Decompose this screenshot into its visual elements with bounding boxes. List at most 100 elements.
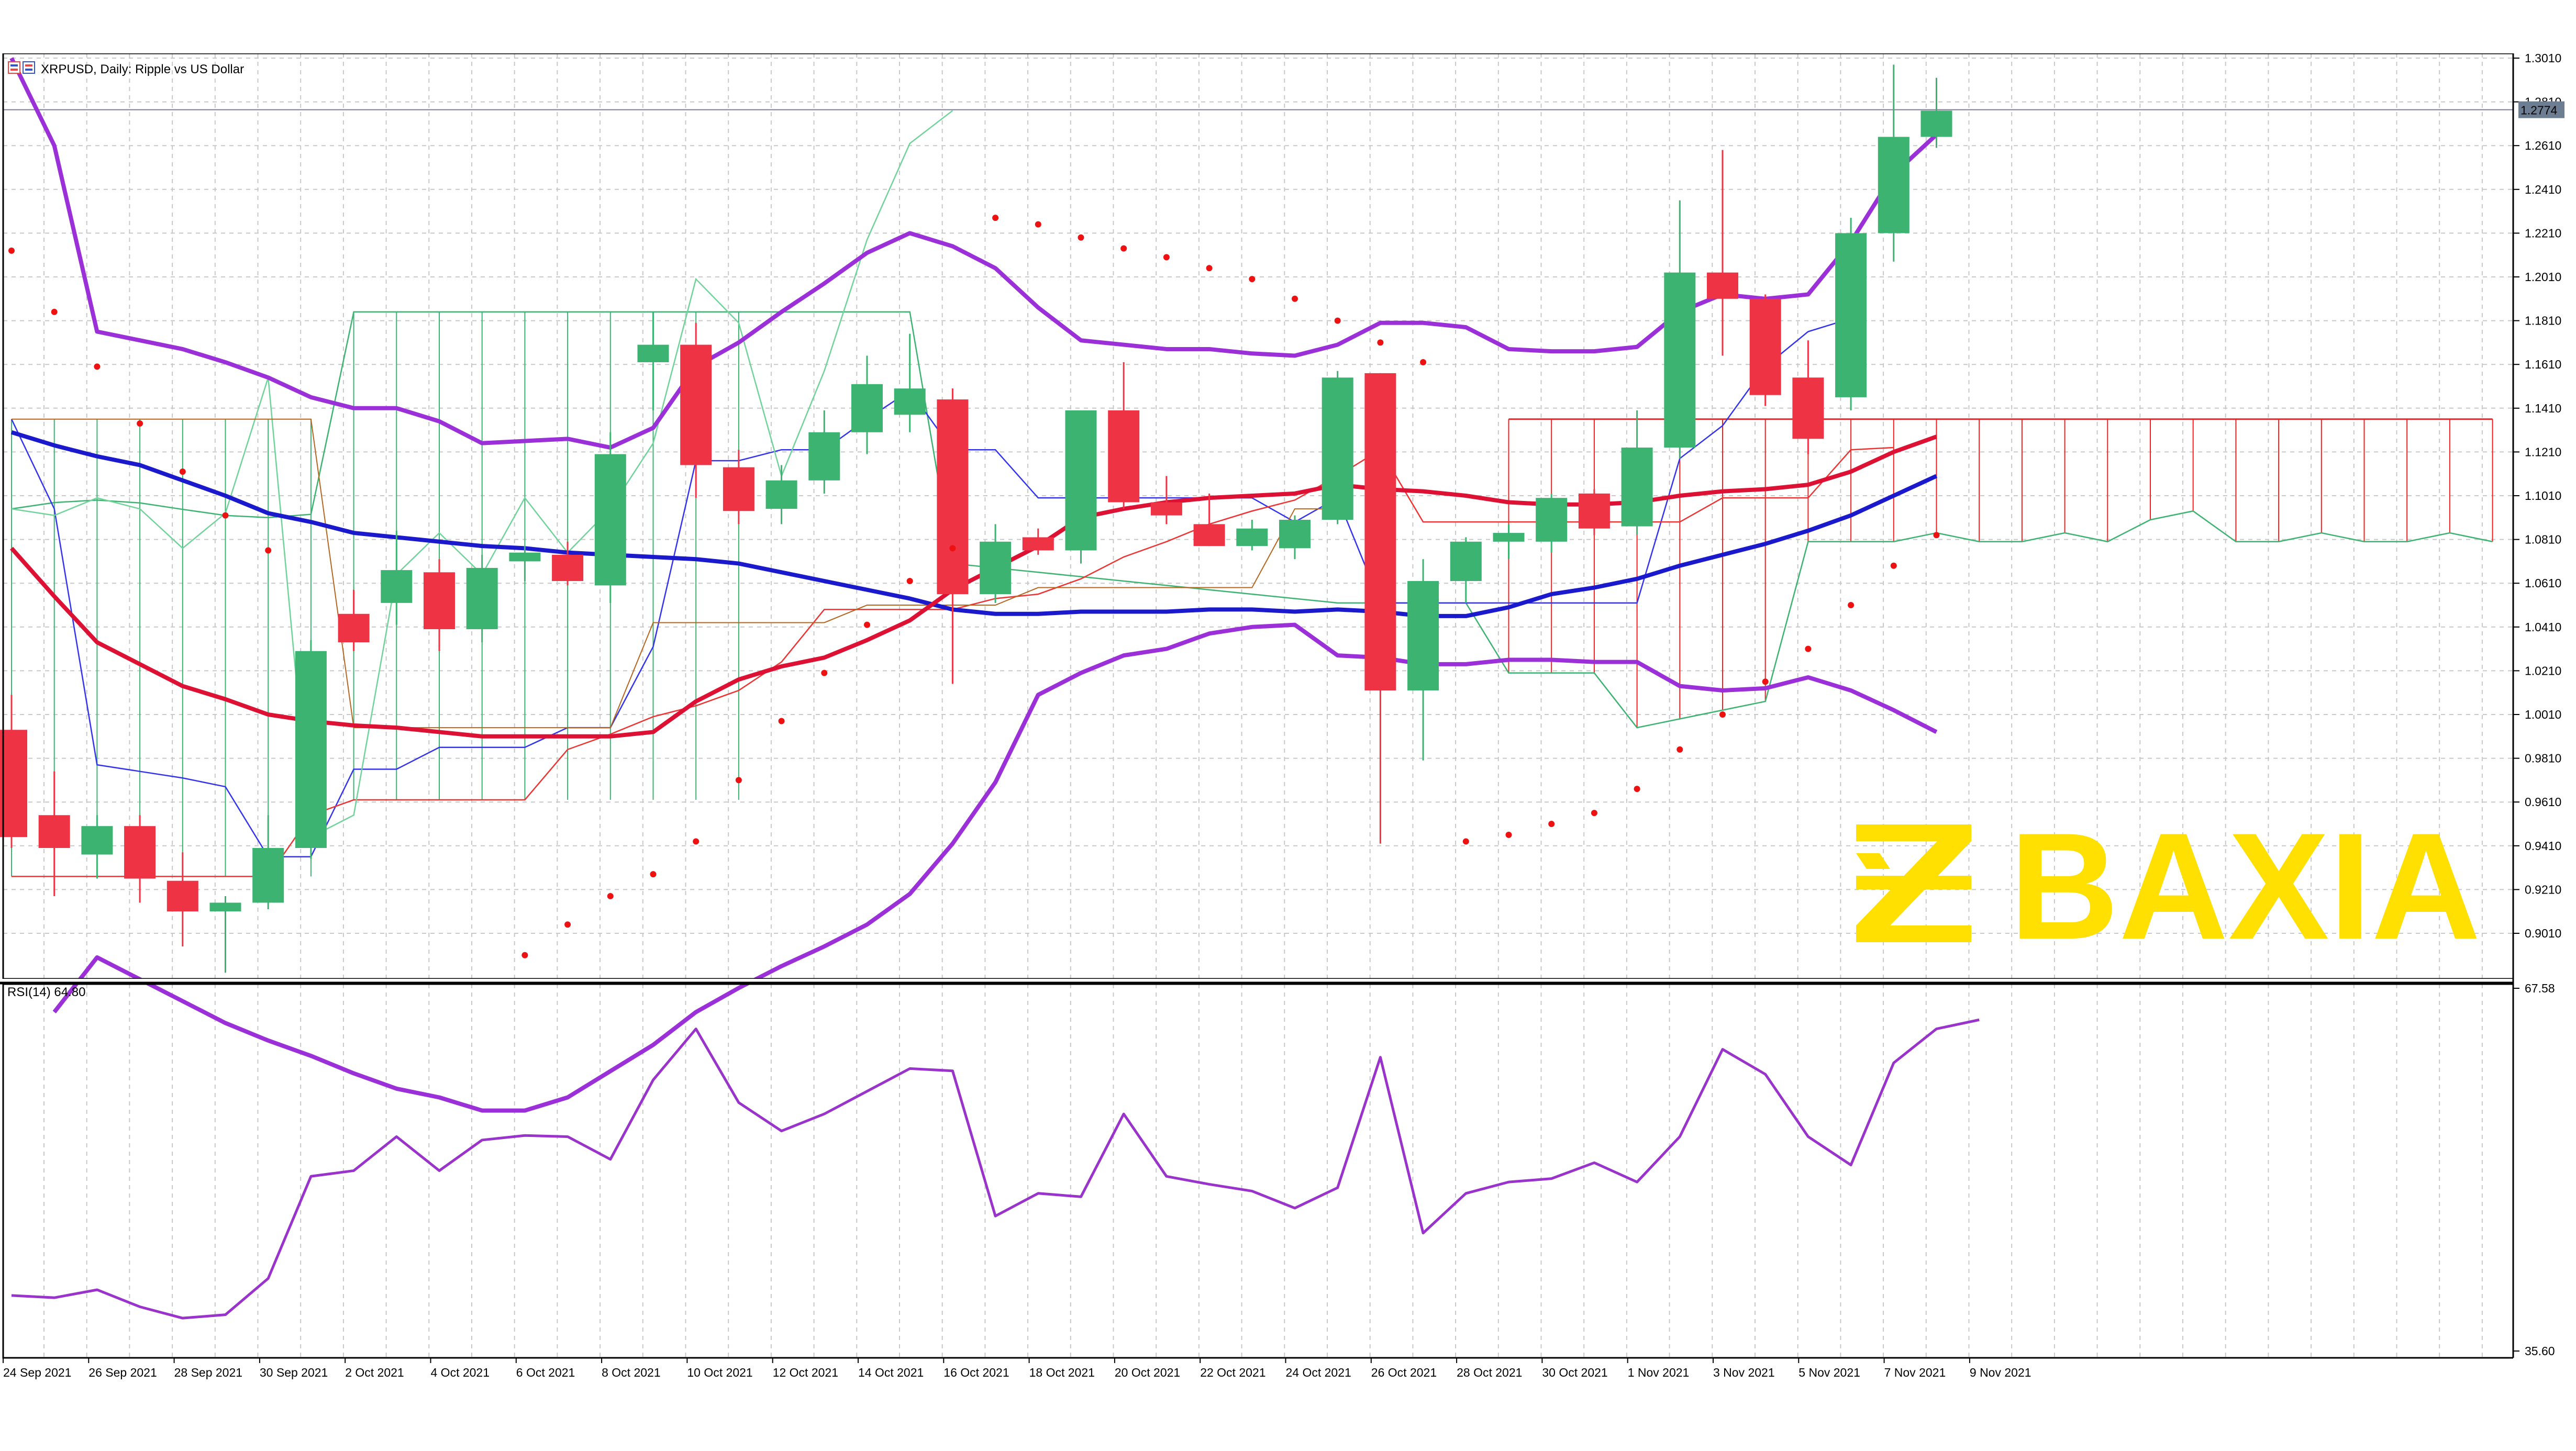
candle-body — [1621, 448, 1653, 527]
psar-dot — [1505, 831, 1512, 838]
candle-body — [1236, 528, 1268, 546]
psar-dot — [222, 512, 229, 519]
y-tick-label: 0.9410 — [2525, 839, 2561, 853]
candle-body — [252, 847, 284, 903]
symbol-flag-icon — [8, 61, 35, 74]
y-tick-label: 0.9810 — [2525, 752, 2561, 765]
candle-body — [424, 572, 455, 629]
bear-candle — [1707, 150, 1738, 356]
y-tick-label: 1.0210 — [2525, 664, 2561, 677]
bull-candle — [637, 311, 669, 410]
candle-body — [209, 902, 241, 912]
bull-candle — [1835, 218, 1867, 410]
bull-candle — [1920, 77, 1952, 148]
y-tick-label: 0.9610 — [2525, 795, 2561, 809]
bull-candle — [765, 465, 797, 524]
psar-dot — [1848, 602, 1855, 608]
bear-candle — [680, 322, 712, 498]
psar-dot — [906, 578, 913, 585]
y-tick-label: 1.0010 — [2525, 708, 2561, 721]
bull-candle — [1236, 519, 1268, 551]
x-tick-label: 8 Oct 2021 — [602, 1366, 661, 1379]
bull-candle — [252, 815, 284, 910]
chart-title: XRPUSD, Daily: Ripple vs US Dollar — [41, 62, 244, 76]
candle-body — [1108, 410, 1140, 503]
psar-dot — [1163, 254, 1170, 261]
grid-lines — [3, 53, 2513, 1358]
candle-body — [38, 815, 70, 848]
psar-dot — [1249, 276, 1256, 283]
y-tick-label: 1.1810 — [2525, 314, 2561, 328]
x-tick-label: 20 Oct 2021 — [1115, 1366, 1180, 1379]
candle-body — [1536, 498, 1568, 542]
bull-candle — [381, 530, 413, 625]
candle-body — [1878, 137, 1909, 233]
psar-dot — [179, 468, 186, 475]
bull-candle — [1536, 493, 1568, 553]
bear-candle — [552, 541, 584, 586]
y-tick-label: 1.0610 — [2525, 576, 2561, 590]
current-price-badge — [2518, 101, 2564, 118]
x-tick-label: 18 Oct 2021 — [1029, 1366, 1095, 1379]
candle-body — [295, 651, 327, 848]
candle-body — [980, 541, 1012, 595]
ichimoku-base — [12, 418, 1338, 729]
candle-body — [1065, 410, 1097, 551]
bull-candle — [1322, 371, 1353, 524]
candle-body — [723, 467, 754, 511]
bull-candle — [466, 554, 498, 643]
y-tick-label: 0.9010 — [2525, 927, 2561, 940]
bull-candle — [894, 333, 926, 432]
candle-body — [1749, 298, 1781, 395]
x-tick-label: 2 Oct 2021 — [345, 1366, 404, 1379]
bull-candle — [509, 546, 541, 582]
indicator-lines — [9, 57, 1938, 1113]
candle-body — [1279, 519, 1311, 549]
candle-body — [1364, 373, 1396, 691]
bear-candle — [0, 695, 27, 848]
psar-dot — [1762, 678, 1769, 685]
baxia-logo-icon — [1856, 824, 1971, 942]
bull-candle — [1065, 410, 1097, 564]
psar-dot — [821, 669, 828, 676]
x-tick-label: 1 Nov 2021 — [1628, 1366, 1690, 1379]
y-tick-label: 1.1210 — [2525, 445, 2561, 459]
psar-dot — [1334, 317, 1341, 324]
psar-dot — [1933, 532, 1940, 539]
x-tick-label: 5 Nov 2021 — [1798, 1366, 1860, 1379]
candle-body — [509, 552, 541, 562]
candle-body — [851, 384, 883, 432]
price-axis: 1.30101.28101.26101.24101.22101.20101.18… — [2513, 51, 2564, 1358]
candle-body — [637, 344, 669, 363]
psar-dot — [1548, 821, 1555, 827]
y-tick-label: 1.2010 — [2525, 270, 2561, 284]
bull-candle — [1621, 410, 1653, 535]
psar-dot — [607, 892, 614, 899]
psar-dot — [1591, 810, 1597, 817]
candle-body — [1920, 110, 1952, 137]
ma-blue-line — [10, 430, 1938, 618]
bull-candle — [81, 815, 113, 879]
bull-candle — [295, 640, 327, 859]
candle-body — [1022, 537, 1054, 551]
candle-body — [1450, 541, 1482, 582]
candle-body — [1707, 272, 1738, 299]
bear-candle — [1578, 489, 1610, 535]
psar-dot — [521, 952, 528, 958]
y-tick-label: 1.2410 — [2525, 183, 2561, 196]
psar-dot — [265, 547, 272, 554]
x-tick-label: 30 Oct 2021 — [1542, 1366, 1607, 1379]
bear-candle — [38, 771, 70, 896]
ma-red-line — [10, 434, 1937, 739]
bear-candle — [166, 852, 198, 947]
x-tick-label: 28 Oct 2021 — [1457, 1366, 1522, 1379]
bull-candle — [1664, 200, 1696, 459]
psar-dot — [1120, 245, 1127, 252]
x-tick-label: 26 Oct 2021 — [1371, 1366, 1437, 1379]
y-tick-label: 1.0810 — [2525, 533, 2561, 546]
x-tick-label: 26 Sep 2021 — [88, 1366, 157, 1379]
psar-dot — [1420, 359, 1427, 366]
candle-body — [1835, 233, 1867, 397]
psar-dot — [8, 247, 15, 254]
